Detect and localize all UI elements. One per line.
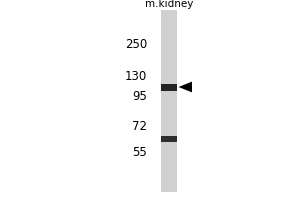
Polygon shape: [178, 82, 192, 92]
Text: 130: 130: [125, 71, 147, 84]
Bar: [160, 10, 177, 192]
Text: 55: 55: [132, 146, 147, 158]
Bar: [160, 84, 177, 90]
Bar: [160, 136, 177, 142]
Text: 250: 250: [125, 38, 147, 50]
Text: 95: 95: [132, 90, 147, 104]
Text: 72: 72: [132, 120, 147, 134]
Text: m.kidney: m.kidney: [145, 0, 194, 9]
